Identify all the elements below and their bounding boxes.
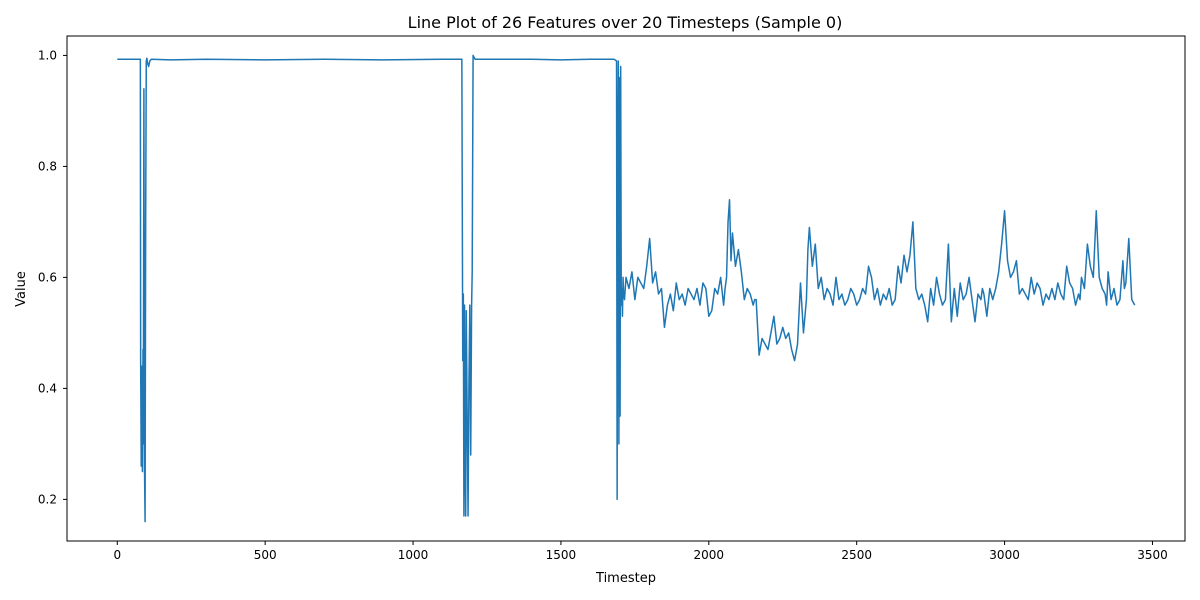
x-tick-label: 3500 (1137, 548, 1168, 562)
x-axis-label: Timestep (595, 571, 656, 586)
x-tick-label: 2000 (694, 548, 725, 562)
y-axis: 0.2 0.4 0.6 0.8 1.0 (38, 48, 67, 506)
x-tick-label: 1000 (398, 548, 429, 562)
y-axis-label: Value (14, 271, 29, 307)
chart-title: Line Plot of 26 Features over 20 Timeste… (408, 13, 843, 32)
x-tick-label: 3000 (989, 548, 1020, 562)
x-tick-label: 2500 (841, 548, 872, 562)
x-tick-label: 1500 (546, 548, 577, 562)
y-tick-label: 1.0 (38, 48, 57, 62)
x-tick-label: 500 (254, 548, 277, 562)
y-tick-label: 0.6 (38, 270, 57, 284)
y-tick-label: 0.2 (38, 492, 57, 506)
x-tick-label: 0 (113, 548, 121, 562)
axes-frame (66, 35, 1186, 542)
series-line (117, 54, 1136, 523)
x-axis: 0 500 1000 1500 2000 2500 3000 3500 (113, 541, 1168, 562)
y-tick-label: 0.8 (38, 159, 57, 173)
y-tick-label: 0.4 (38, 381, 57, 395)
plot-area (117, 54, 1136, 523)
